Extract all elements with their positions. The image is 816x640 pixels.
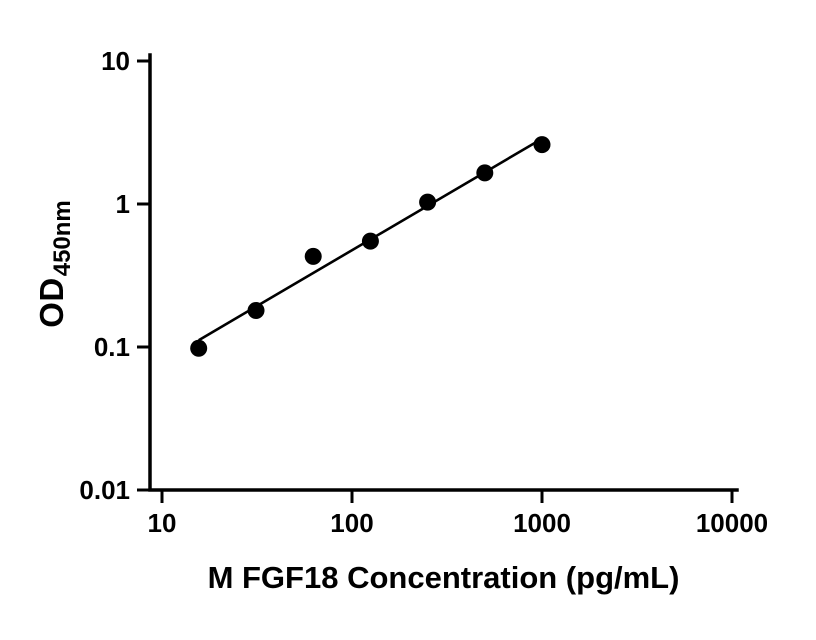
- y-axis-title-subscript: 450nm: [49, 200, 76, 277]
- data-point: [533, 136, 551, 154]
- x-axis-tick-label: 1000: [513, 508, 571, 538]
- axis-frame: [148, 53, 739, 492]
- x-axis-tick-label: 100: [330, 508, 373, 538]
- x-axis-tick-label: 10: [148, 508, 177, 538]
- y-axis-tick-label: 0.01: [79, 475, 130, 505]
- y-axis-tick-label: 10: [101, 46, 130, 76]
- x-axis-tick-label: 10000: [696, 508, 768, 538]
- data-point: [247, 301, 265, 319]
- y-axis-title-text: OD: [33, 277, 70, 328]
- data-point: [361, 232, 379, 250]
- y-axis-tick-label: 1: [116, 189, 130, 219]
- data-point: [304, 247, 322, 265]
- data-point: [476, 164, 494, 182]
- data-point: [190, 339, 208, 357]
- x-axis-title: M FGF18 Concentration (pg/mL): [207, 560, 680, 595]
- data-point: [419, 193, 437, 211]
- y-axis-tick-label: 0.1: [94, 332, 130, 362]
- y-axis-title: OD450nm: [33, 200, 76, 328]
